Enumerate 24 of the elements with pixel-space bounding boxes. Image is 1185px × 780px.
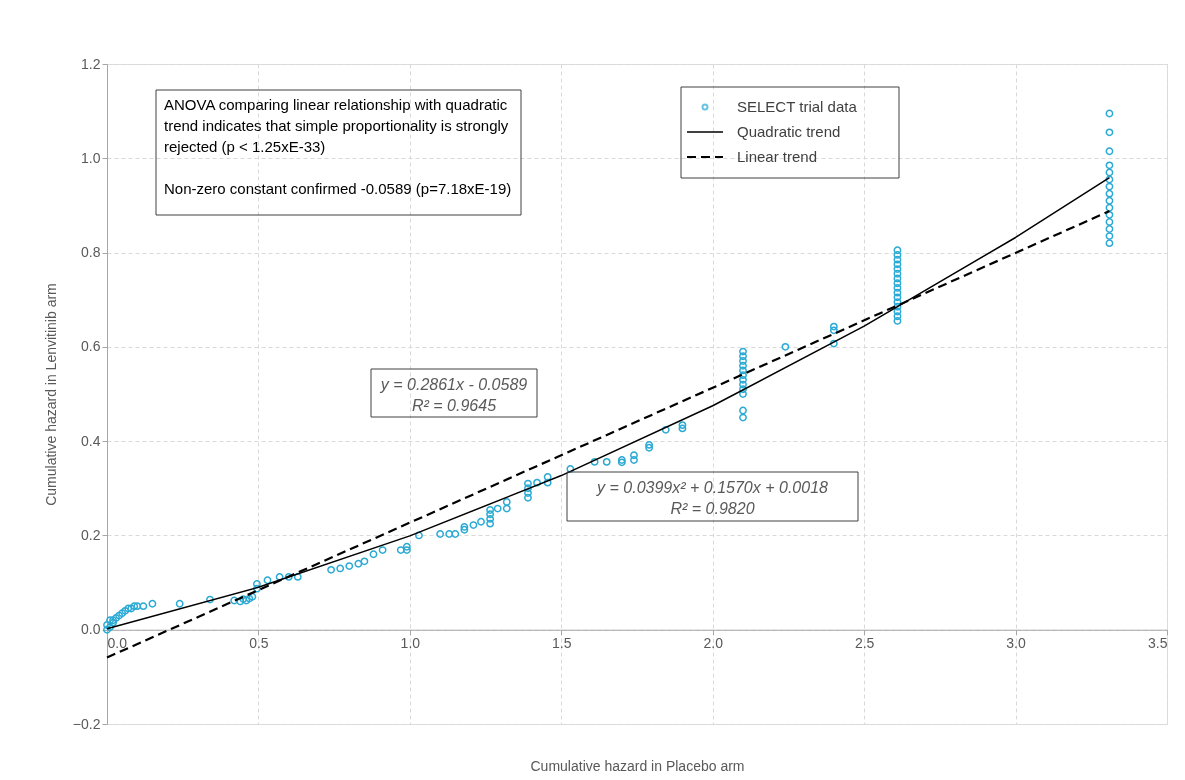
x-tick-label: 1.0 [400,635,421,652]
legend-label: Linear trend [737,148,818,165]
x-tick-label: 2.0 [703,635,724,652]
annotation: y = 0.2861x - 0.0589 R² = 0.9645 [379,376,528,414]
y-tick-label: −0.2 [72,715,101,732]
legend-label: Quadratic trend [737,123,841,140]
y-tick-label: 1.0 [81,149,101,166]
y-tick-label: 0.6 [81,338,101,355]
x-tick-label: 0.5 [249,635,269,652]
y-tick-label: 0.8 [81,244,101,261]
y-tick-label: 1.2 [81,55,101,72]
x-axis-title: Cumulative hazard in Placebo arm [530,757,745,774]
y-tick-label: 0.4 [81,432,101,449]
y-axis-title: Cumulative hazard in Lenvitinib arm [42,283,59,506]
annotation: y = 0.0399x² + 0.1570x + 0.0018 R² = 0.9820 [596,479,829,517]
text: ANOVA comparing linear relationship with quadratic trend indicates that simple proportionality is strongly rejected (p < 1.25xE-33) Non-zero constant confirmed -0.0589 (p=7.18xE-19) [164,96,512,197]
legend-label: SELECT trial data [737,98,858,115]
y-tick-label: 0.0 [81,621,101,638]
x-tick-label: 2.5 [854,635,875,652]
x-tick-label: 3.0 [1006,635,1027,652]
y-tick-label: 0.2 [81,526,101,543]
x-tick-label: 3.5 [1148,635,1168,652]
x-tick-label: 0.0 [107,635,128,652]
x-tick-label: 1.5 [552,635,572,652]
